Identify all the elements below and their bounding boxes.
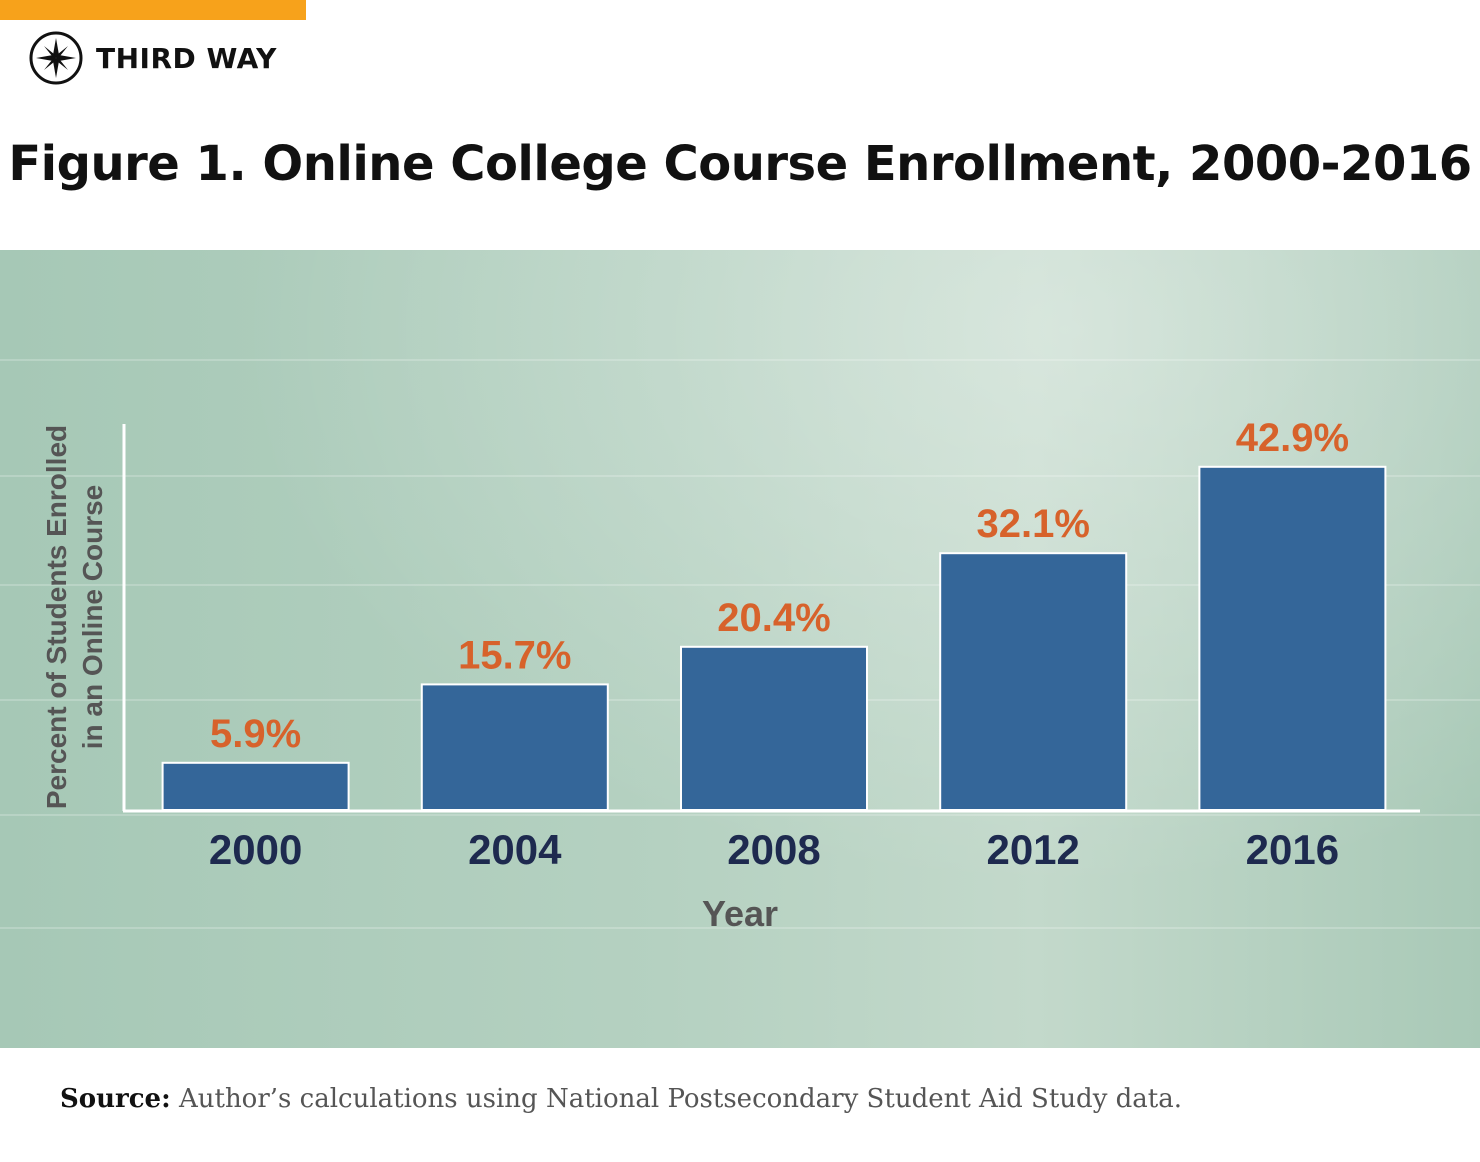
- y-axis-title-line-2: in an Online Course: [77, 485, 108, 749]
- figure-title: Figure 1. Online College Course Enrollme…: [8, 136, 1472, 192]
- x-tick-label-2004: 2004: [468, 826, 562, 873]
- bar-chart: 5.9% 2000 15.7% 2004 20.4% 2008 32.1% 2012 42.9%…: [0, 359, 1480, 934]
- value-label-2000: 5.9%: [210, 712, 301, 756]
- x-tick-label-2000: 2000: [209, 826, 302, 873]
- compass-star-icon: [29, 31, 83, 85]
- source-note: Source: Author’s calculations using Nati…: [60, 1084, 1182, 1114]
- brand-name: THIRD WAY: [96, 41, 277, 75]
- chart-panel: 5.9% 2000 15.7% 2004 20.4% 2008 32.1% 2012 42.9%…: [0, 250, 1480, 1048]
- x-tick-label-2016: 2016: [1246, 826, 1339, 873]
- accent-bar: [0, 0, 306, 20]
- bar-2012: [939, 552, 1128, 811]
- value-label-2012: 32.1%: [976, 502, 1089, 546]
- source-text: Author’s calculations using National Pos…: [178, 1084, 1183, 1114]
- x-tick-label-2008: 2008: [727, 826, 820, 873]
- brand-logo: THIRD WAY: [28, 30, 277, 86]
- x-axis-title: Year: [702, 893, 778, 934]
- bar-2016: [1198, 465, 1387, 812]
- y-axis-title-line-1: Percent of Students Enrolled: [41, 425, 72, 809]
- bar-2000: [161, 761, 350, 811]
- bar-2008: [680, 645, 868, 811]
- x-tick-label-2012: 2012: [986, 826, 1079, 873]
- value-label-2016: 42.9%: [1236, 416, 1349, 460]
- source-label: Source:: [60, 1084, 171, 1114]
- value-label-2004: 15.7%: [458, 633, 571, 677]
- bar-2004: [420, 683, 609, 811]
- value-label-2008: 20.4%: [717, 596, 830, 640]
